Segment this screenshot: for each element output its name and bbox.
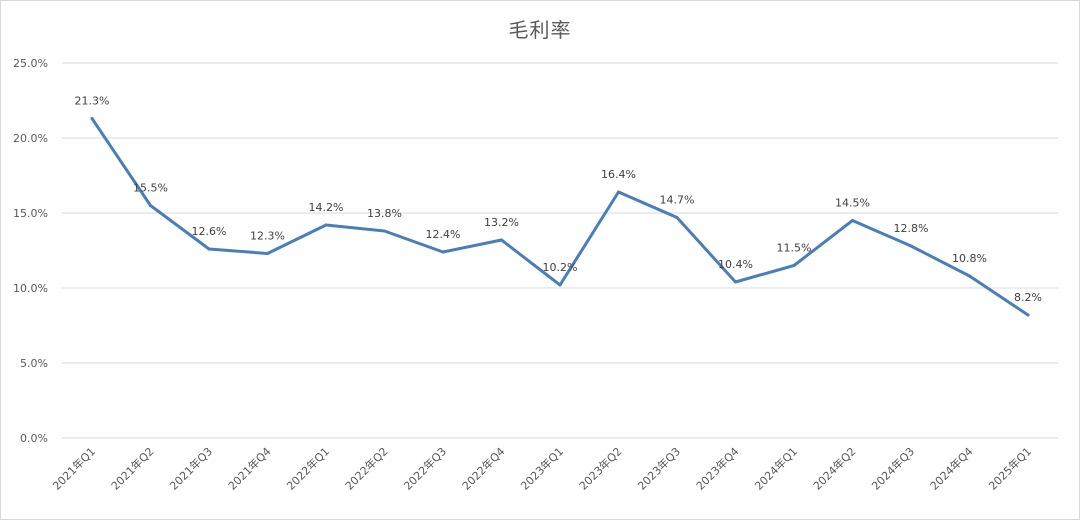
x-tick-label: 2023年Q2 [576, 444, 625, 493]
x-tick-label: 2021年Q3 [167, 444, 216, 493]
x-tick-label: 2025年Q1 [986, 444, 1035, 493]
data-point [383, 229, 386, 233]
data-point [968, 274, 971, 278]
data-label: 13.2% [484, 216, 519, 229]
x-tick-label: 2024年Q1 [752, 444, 801, 493]
data-point [1026, 313, 1030, 317]
data-point [734, 280, 737, 284]
data-label: 13.8% [367, 207, 402, 220]
data-label: 14.7% [660, 194, 695, 207]
x-tick-label: 2024年Q2 [810, 444, 859, 493]
x-tick-label: 2022年Q2 [342, 444, 391, 493]
data-point [207, 247, 211, 251]
y-tick-label: 5.0% [20, 357, 48, 370]
data-point [675, 216, 679, 219]
data-point [500, 238, 503, 242]
data-point [851, 219, 854, 222]
data-label: 8.2% [1014, 291, 1042, 304]
x-tick-label: 2023年Q4 [693, 444, 742, 493]
y-tick-label: 10.0% [13, 282, 48, 295]
data-label: 15.5% [133, 182, 168, 195]
data-point [441, 250, 445, 254]
data-label: 10.8% [952, 252, 987, 265]
y-tick-label: 20.0% [13, 132, 48, 145]
data-label: 12.6% [192, 225, 227, 238]
x-tick-label: 2024年Q4 [927, 444, 976, 493]
x-tick-label: 2022年Q1 [284, 444, 333, 493]
data-label: 12.4% [426, 228, 461, 241]
data-point [266, 252, 269, 255]
data-label: 14.2% [309, 201, 344, 214]
x-tick-label: 2022年Q3 [401, 444, 450, 493]
y-tick-label: 15.0% [13, 207, 48, 220]
x-tick-label: 2021年Q2 [108, 444, 157, 493]
data-point [149, 204, 152, 207]
chart-title: 毛利率 [508, 18, 572, 42]
data-label: 14.5% [835, 197, 870, 210]
x-tick-label: 2024年Q3 [869, 444, 918, 493]
data-label: 10.4% [718, 258, 753, 271]
x-tick-label: 2023年Q1 [518, 444, 567, 493]
data-point [909, 244, 913, 248]
y-tick-label: 0.0% [20, 432, 48, 445]
data-point [792, 264, 796, 267]
data-label: 12.8% [894, 222, 929, 235]
data-point [324, 223, 328, 227]
data-label: 10.2% [543, 261, 578, 274]
data-label: 16.4% [601, 168, 636, 181]
data-point [617, 190, 620, 194]
data-point [90, 117, 94, 120]
data-label: 21.3% [75, 95, 110, 108]
data-label: 12.3% [250, 230, 285, 243]
x-tick-label: 2021年Q1 [50, 444, 99, 493]
data-point [558, 283, 562, 287]
y-tick-label: 25.0% [13, 57, 48, 70]
x-tick-label: 2023年Q3 [635, 444, 684, 493]
x-tick-label: 2021年Q4 [225, 444, 274, 493]
data-label: 11.5% [777, 242, 812, 255]
x-tick-label: 2022年Q4 [459, 444, 508, 493]
